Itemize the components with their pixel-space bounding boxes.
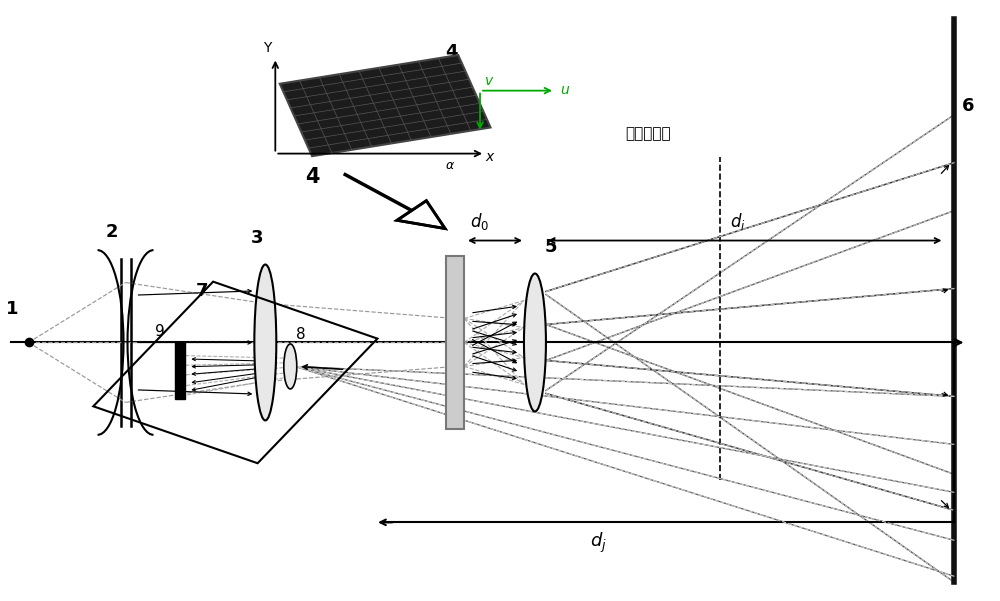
Text: 8: 8 (296, 328, 306, 343)
Text: 2: 2 (106, 222, 118, 240)
Text: 1: 1 (6, 300, 18, 319)
Ellipse shape (254, 264, 276, 421)
Text: $d_0$: $d_0$ (470, 210, 489, 231)
Text: 7: 7 (195, 282, 208, 300)
Text: 4: 4 (305, 166, 320, 186)
Text: v: v (485, 74, 493, 88)
Text: Y: Y (263, 41, 272, 55)
Text: 3: 3 (250, 228, 263, 246)
Text: 10: 10 (367, 100, 385, 115)
FancyBboxPatch shape (446, 255, 464, 430)
Text: x: x (485, 150, 493, 165)
Text: 9: 9 (155, 325, 165, 340)
Text: $d_j$: $d_j$ (590, 531, 607, 555)
Text: $\alpha$: $\alpha$ (445, 159, 455, 171)
Text: u: u (560, 82, 569, 97)
Text: 傅里叶平面: 傅里叶平面 (625, 127, 670, 142)
Text: 6: 6 (962, 97, 975, 115)
Text: 5: 5 (545, 237, 557, 255)
Ellipse shape (524, 273, 546, 412)
Ellipse shape (284, 344, 297, 389)
FancyBboxPatch shape (175, 343, 185, 400)
Polygon shape (397, 201, 445, 228)
Text: $d_i$: $d_i$ (730, 210, 745, 231)
Polygon shape (280, 55, 491, 156)
Text: 4: 4 (445, 43, 458, 61)
